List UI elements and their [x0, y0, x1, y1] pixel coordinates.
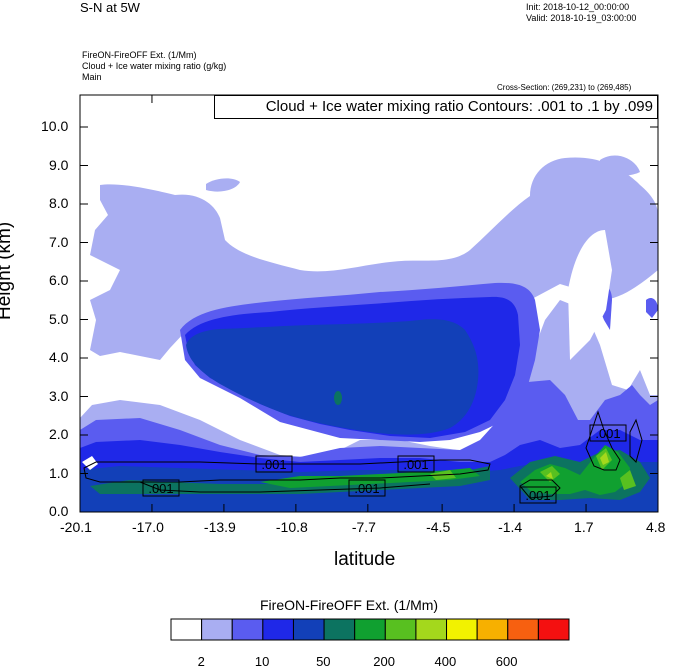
x-tick-label: -4.5: [426, 519, 451, 535]
contour-label-box: [589, 424, 627, 442]
y-tick-label: 1.0: [49, 464, 69, 481]
x-tick-label: 4.8: [646, 519, 666, 535]
colorbar-swatch: [354, 618, 386, 641]
extinction-region-yellow-green: [546, 452, 609, 479]
colorbar-swatch: [292, 618, 325, 641]
colorbar-label: 10: [254, 654, 270, 669]
contour-label-box: [142, 479, 180, 497]
contour-label: .001: [148, 481, 173, 496]
colorbar-swatch: [262, 618, 294, 641]
x-axis-label: latitude: [334, 549, 396, 570]
field-label-domain: Main: [82, 72, 102, 82]
colorbar-swatch: [507, 618, 539, 641]
contour-label: .001: [403, 457, 428, 472]
colorbar-swatch: [415, 618, 448, 641]
y-tick-label: 0.0: [49, 503, 69, 519]
contour-labels: .001 .001 .001 .001 .001 .001: [142, 424, 627, 504]
colorbar: [170, 618, 570, 641]
contour-info-box: Cloud + Ice water mixing ratio Contours:…: [214, 95, 658, 119]
colorbar-label: 2: [197, 654, 205, 669]
contour-label-box: [519, 486, 557, 504]
colorbar-title: FireON-FireOFF Ext. (1/Mm): [260, 597, 439, 613]
y-tick-label: 10.0: [41, 118, 69, 134]
y-tick-label: 6.0: [49, 272, 69, 288]
colorbar-label: 50: [316, 654, 331, 669]
mixing-ratio-contours: [83, 410, 643, 499]
colorbar-swatch: [446, 618, 478, 641]
colorbar-swatch: [231, 618, 264, 641]
contour-label-box: [348, 479, 386, 497]
colorbar-swatch: [384, 618, 417, 641]
y-tick-label: 8.0: [49, 195, 69, 211]
colorbar-label: 600: [495, 654, 518, 669]
colorbar-swatch: [201, 618, 233, 641]
contour-label: .001: [595, 426, 620, 441]
init-time: Init: 2018-10-12_00:00:00: [526, 2, 630, 12]
extinction-region-below-2: [82, 230, 612, 470]
field-label-extinction: FireON-FireOFF Ext. (1/Mm): [82, 50, 197, 60]
y-tick-label: 4.0: [49, 349, 69, 365]
cross-section-field: .001 .001 .001 .001 .001 .001: [80, 155, 658, 512]
x-tick-label: 1.7: [574, 519, 594, 535]
colorbar-swatch: [323, 618, 356, 641]
colorbar-label: 400: [434, 654, 457, 669]
cross-section-label: Cross-Section: (269,231) to (269,485): [497, 83, 632, 92]
colorbar-label: 200: [373, 654, 395, 669]
colorbar-swatch: [537, 618, 570, 641]
valid-time: Valid: 2018-10-19_03:00:00: [526, 13, 637, 23]
colorbar-swatch: [170, 618, 203, 641]
time-info: Init: 2018-10-12_00:00:00 Valid: 2018-10…: [526, 2, 636, 24]
x-tick-label: -1.4: [498, 519, 523, 535]
x-tick-label: -20.1: [60, 519, 92, 535]
contour-label: .001: [525, 488, 550, 503]
x-tick-label: -13.9: [203, 519, 236, 535]
y-tick-label: 3.0: [49, 387, 69, 404]
x-tick-label: -10.8: [275, 519, 308, 535]
contour-label-box: [397, 455, 435, 473]
x-tick-label: -7.7: [351, 519, 376, 535]
y-tick-label: 5.0: [49, 310, 69, 327]
y-tick-label: 2.0: [49, 426, 69, 442]
y-axis-label: Height (km): [0, 221, 15, 320]
colorbar-swatch: [476, 618, 509, 641]
contour-label: .001: [261, 457, 286, 472]
field-label-mixing-ratio: Cloud + Ice water mixing ratio (g/kg): [82, 61, 227, 71]
y-tick-label: 7.0: [49, 233, 69, 250]
x-tick-label: -17.0: [131, 519, 164, 535]
contour-label: .001: [354, 481, 379, 496]
plot-title: S-N at 5W: [80, 0, 140, 15]
contour-label-box: [255, 455, 293, 473]
y-tick-label: 9.0: [49, 156, 69, 173]
